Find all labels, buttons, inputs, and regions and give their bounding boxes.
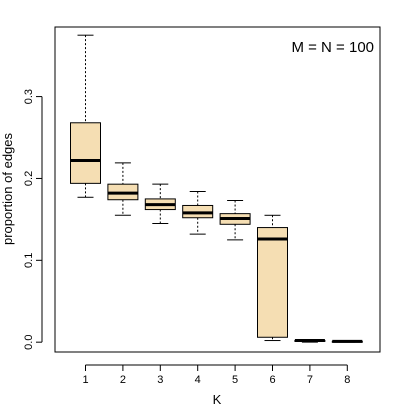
x-axis: 1 2 3 4 5 6 7 8 xyxy=(82,364,350,386)
x-tick-label: 5 xyxy=(232,374,238,386)
y-axis: 0.0 0.1 0.2 0.3 xyxy=(23,89,43,350)
x-tick-label: 2 xyxy=(120,374,126,386)
x-tick-label: 3 xyxy=(157,374,163,386)
x-tick-label: 1 xyxy=(82,374,88,386)
box-iqr xyxy=(257,227,288,338)
x-tick-label: 8 xyxy=(344,374,350,386)
x-tick-label: 4 xyxy=(195,374,201,386)
box-5 xyxy=(219,200,251,241)
plot-frame xyxy=(54,26,381,353)
box-6 xyxy=(257,214,288,342)
x-axis-title: K xyxy=(213,392,222,407)
boxes-group xyxy=(70,34,363,343)
box-4 xyxy=(182,191,214,235)
box-2 xyxy=(107,162,139,216)
y-axis-title: proportion of edges xyxy=(0,132,15,245)
y-tick-label: 0.3 xyxy=(23,89,35,104)
box-8 xyxy=(331,339,363,343)
annotation-label: M = N = 100 xyxy=(291,39,374,56)
box-1 xyxy=(70,34,101,198)
y-tick-label: 0.0 xyxy=(23,335,35,350)
box-7 xyxy=(294,339,326,343)
x-tick-label: 7 xyxy=(307,374,313,386)
x-tick-label: 6 xyxy=(269,374,275,386)
y-tick-label: 0.2 xyxy=(23,171,35,186)
y-tick-label: 0.1 xyxy=(23,253,35,268)
box-3 xyxy=(144,183,176,224)
box-iqr xyxy=(70,122,101,184)
